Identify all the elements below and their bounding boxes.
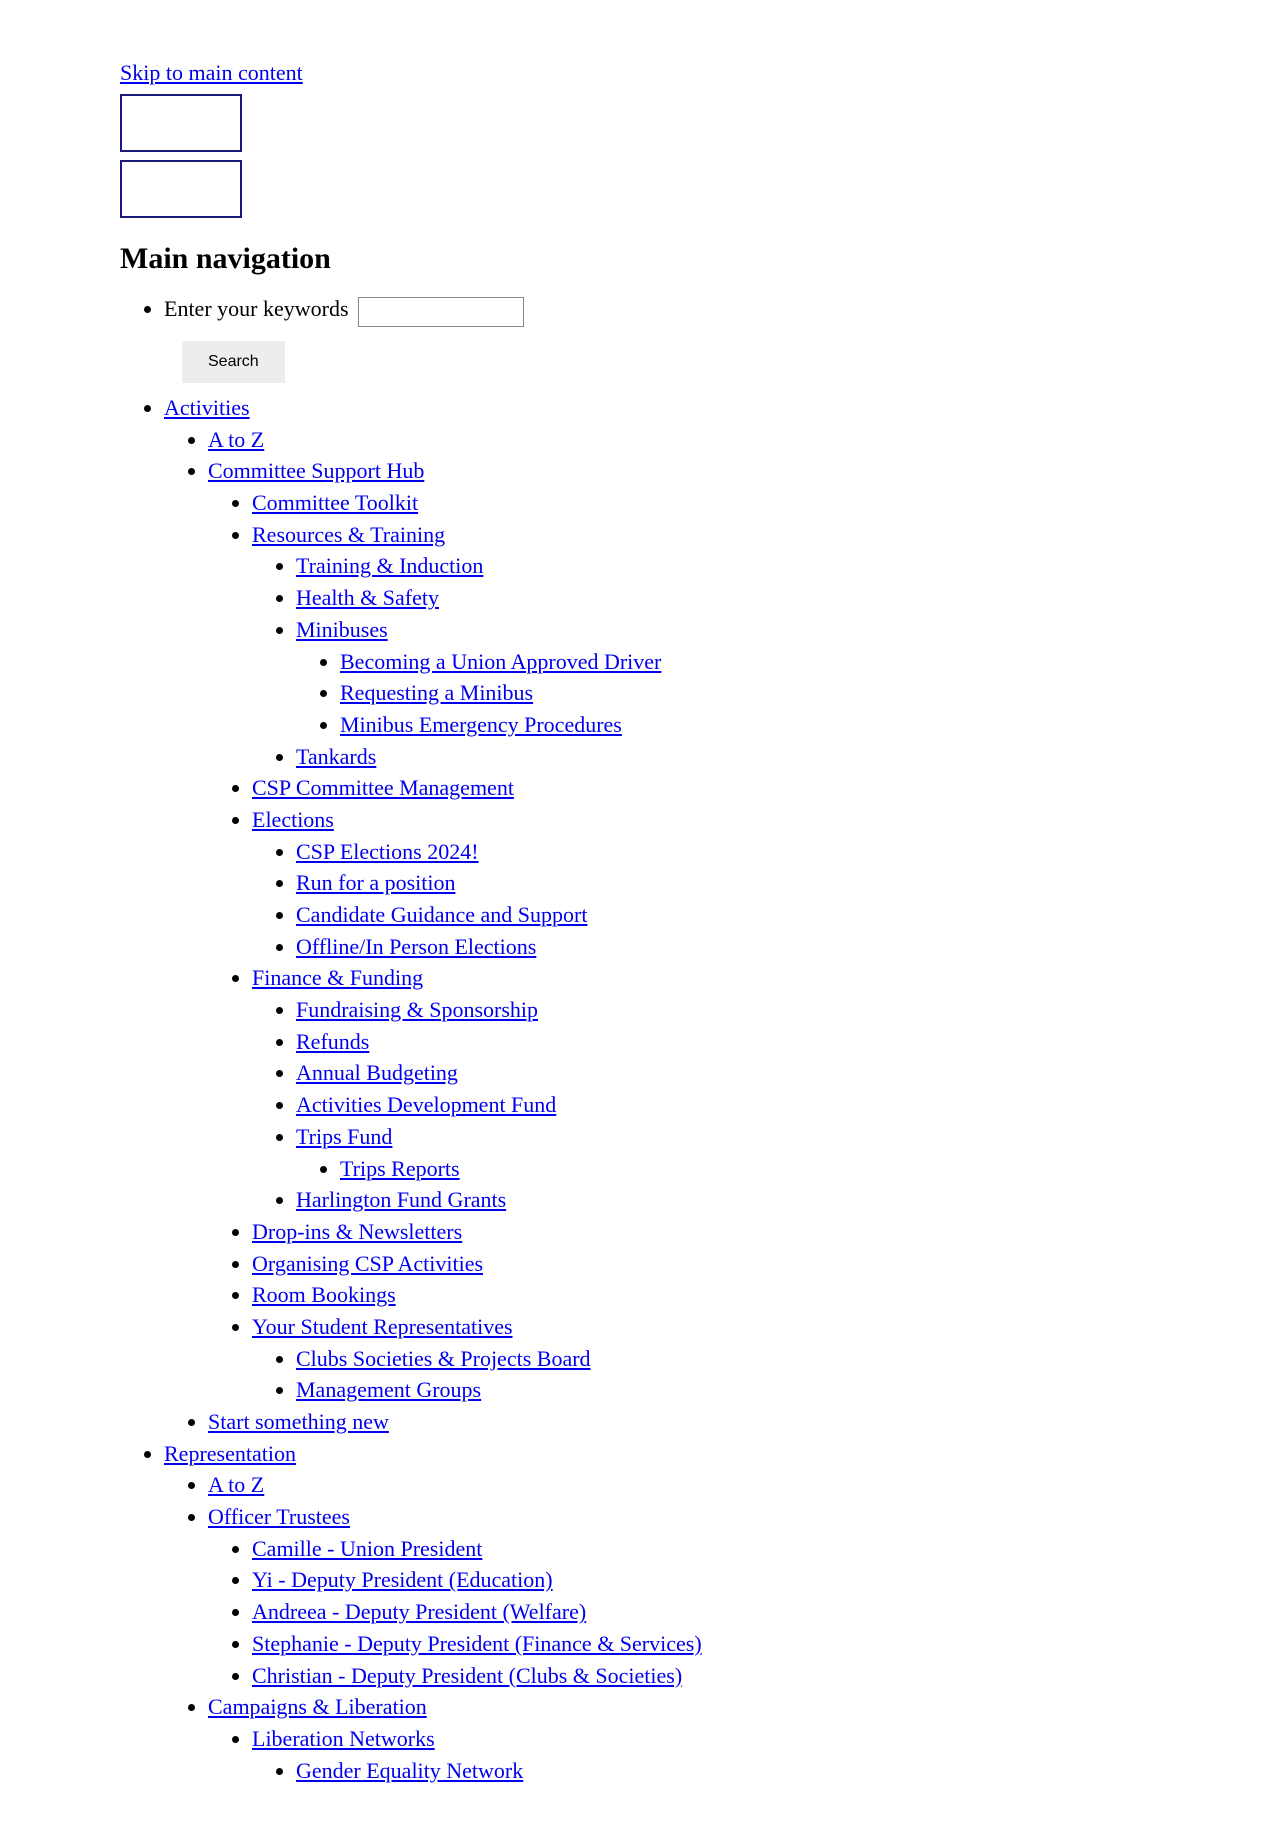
skip-to-main-link[interactable]: Skip to main content bbox=[120, 60, 303, 86]
search-label: Enter your keywords bbox=[164, 296, 349, 321]
nav-officer-camille[interactable]: Camille - Union President bbox=[252, 1536, 482, 1561]
nav-harlington-fund[interactable]: Harlington Fund Grants bbox=[296, 1187, 506, 1212]
nav-trips-fund[interactable]: Trips Fund bbox=[296, 1124, 392, 1149]
nav-csp-committee-management[interactable]: CSP Committee Management bbox=[252, 775, 514, 800]
nav-liberation-networks[interactable]: Liberation Networks bbox=[252, 1726, 435, 1751]
nav-officer-yi[interactable]: Yi - Deputy President (Education) bbox=[252, 1567, 553, 1592]
nav-officer-andreea[interactable]: Andreea - Deputy President (Welfare) bbox=[252, 1599, 586, 1624]
nav-resources-training[interactable]: Resources & Training bbox=[252, 522, 445, 547]
nav-run-for-position[interactable]: Run for a position bbox=[296, 870, 456, 895]
nav-dropins-newsletters[interactable]: Drop-ins & Newsletters bbox=[252, 1219, 462, 1244]
placeholder-box-2 bbox=[120, 160, 242, 218]
nav-officer-trustees[interactable]: Officer Trustees bbox=[208, 1504, 350, 1529]
nav-gender-equality-network[interactable]: Gender Equality Network bbox=[296, 1758, 523, 1783]
nav-start-something-new[interactable]: Start something new bbox=[208, 1409, 389, 1434]
nav-tankards[interactable]: Tankards bbox=[296, 744, 376, 769]
nav-committee-toolkit[interactable]: Committee Toolkit bbox=[252, 490, 418, 515]
nav-trips-reports[interactable]: Trips Reports bbox=[340, 1156, 460, 1181]
nav-activities-atoz[interactable]: A to Z bbox=[208, 427, 264, 452]
nav-management-groups[interactable]: Management Groups bbox=[296, 1377, 481, 1402]
nav-offline-elections[interactable]: Offline/In Person Elections bbox=[296, 934, 536, 959]
nav-training-induction[interactable]: Training & Induction bbox=[296, 553, 483, 578]
nav-officer-stephanie[interactable]: Stephanie - Deputy President (Finance & … bbox=[252, 1631, 702, 1656]
nav-health-safety[interactable]: Health & Safety bbox=[296, 585, 439, 610]
nav-representation-atoz[interactable]: A to Z bbox=[208, 1472, 264, 1497]
nav-student-representatives[interactable]: Your Student Representatives bbox=[252, 1314, 513, 1339]
nav-representation[interactable]: Representation bbox=[164, 1441, 296, 1466]
placeholder-box-1 bbox=[120, 94, 242, 152]
nav-refunds[interactable]: Refunds bbox=[296, 1029, 369, 1054]
nav-clubs-societies-board[interactable]: Clubs Societies & Projects Board bbox=[296, 1346, 591, 1371]
nav-activities-dev-fund[interactable]: Activities Development Fund bbox=[296, 1092, 556, 1117]
nav-committee-support-hub[interactable]: Committee Support Hub bbox=[208, 458, 424, 483]
nav-union-approved-driver[interactable]: Becoming a Union Approved Driver bbox=[340, 649, 661, 674]
nav-csp-elections-2024[interactable]: CSP Elections 2024! bbox=[296, 839, 479, 864]
nav-campaigns-liberation[interactable]: Campaigns & Liberation bbox=[208, 1694, 427, 1719]
nav-elections[interactable]: Elections bbox=[252, 807, 334, 832]
search-button[interactable]: Search bbox=[182, 341, 285, 383]
nav-annual-budgeting[interactable]: Annual Budgeting bbox=[296, 1060, 458, 1085]
nav-officer-christian[interactable]: Christian - Deputy President (Clubs & So… bbox=[252, 1663, 682, 1688]
nav-fundraising-sponsorship[interactable]: Fundraising & Sponsorship bbox=[296, 997, 538, 1022]
nav-finance-funding[interactable]: Finance & Funding bbox=[252, 965, 423, 990]
search-input[interactable] bbox=[358, 297, 524, 327]
nav-candidate-guidance[interactable]: Candidate Guidance and Support bbox=[296, 902, 587, 927]
nav-organising-csp[interactable]: Organising CSP Activities bbox=[252, 1251, 483, 1276]
nav-root-list: Enter your keywords Search Activities A … bbox=[120, 294, 1160, 1785]
nav-activities[interactable]: Activities bbox=[164, 395, 250, 420]
nav-minibus-emergency[interactable]: Minibus Emergency Procedures bbox=[340, 712, 622, 737]
nav-requesting-minibus[interactable]: Requesting a Minibus bbox=[340, 680, 533, 705]
nav-room-bookings[interactable]: Room Bookings bbox=[252, 1282, 396, 1307]
main-navigation-heading: Main navigation bbox=[120, 242, 1160, 276]
nav-minibuses[interactable]: Minibuses bbox=[296, 617, 388, 642]
